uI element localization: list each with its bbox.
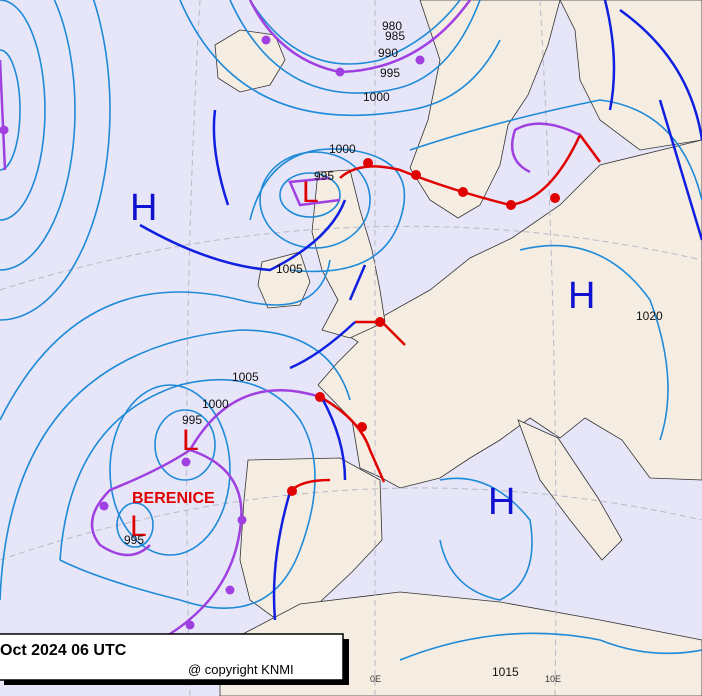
storm-name: BERENICE <box>132 490 215 507</box>
isobar-label: 990 <box>378 46 398 60</box>
isobars <box>0 0 702 661</box>
longitude-label: 0E <box>370 674 381 684</box>
high-label: H <box>488 481 515 523</box>
isobar-label: 1000 <box>202 397 229 411</box>
isobar-label: 1000 <box>363 90 390 104</box>
isobar-label: 1005 <box>232 370 259 384</box>
footer-date: Oct 2024 06 UTC <box>0 642 127 659</box>
land <box>214 0 702 696</box>
isobar-label: 1005 <box>276 262 303 276</box>
footer-copyright: @ copyright KNMI <box>188 662 294 677</box>
isobar-label: 1015 <box>492 665 519 679</box>
warm-front-symbols <box>287 158 560 496</box>
isobar-label: 995 <box>182 413 202 427</box>
isobar-label: 985 <box>385 29 405 43</box>
isobar-label: 980 <box>382 19 402 33</box>
labels: H H H L L L BERENICE 980 985 990 995 100… <box>124 19 663 684</box>
isobar-label: 1000 <box>329 142 356 156</box>
low-label: L <box>130 510 147 543</box>
high-label: H <box>568 275 595 317</box>
isobar-label: 995 <box>124 533 144 547</box>
longitude-label: 10E <box>545 674 561 684</box>
low-label: L <box>302 176 319 209</box>
low-label: L <box>182 424 199 457</box>
high-label: H <box>130 187 157 229</box>
isobar-label: 995 <box>314 169 334 183</box>
isobar-label: 995 <box>380 66 400 80</box>
isobar-label: 1020 <box>636 309 663 323</box>
footer: Oct 2024 06 UTC @ copyright KNMI <box>0 633 349 685</box>
occluded-front-symbols <box>0 35 425 630</box>
